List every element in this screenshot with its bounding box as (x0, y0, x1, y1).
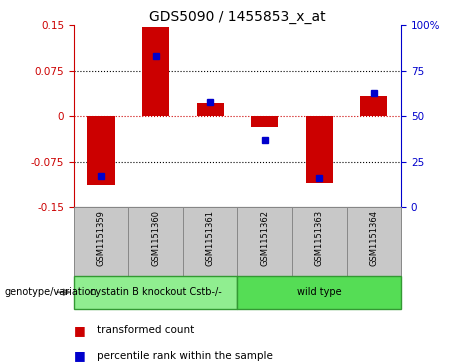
Text: transformed count: transformed count (97, 325, 194, 335)
Text: GSM1151359: GSM1151359 (96, 210, 106, 266)
Bar (347, 207, 401, 276)
Text: wild type: wild type (297, 287, 342, 297)
Bar (74, 276, 237, 309)
Text: GSM1151360: GSM1151360 (151, 210, 160, 266)
Bar (142, 26, 169, 116)
Bar (360, 96, 387, 116)
Text: GSM1151362: GSM1151362 (260, 210, 269, 266)
Bar (237, 276, 401, 309)
Text: GSM1151363: GSM1151363 (315, 210, 324, 266)
Bar (196, 103, 224, 116)
Bar (306, 116, 333, 183)
Text: ■: ■ (74, 324, 89, 337)
Bar (128, 207, 183, 276)
Text: GSM1151361: GSM1151361 (206, 210, 215, 266)
Text: cystatin B knockout Cstb-/-: cystatin B knockout Cstb-/- (90, 287, 221, 297)
Text: GSM1151364: GSM1151364 (369, 210, 378, 266)
Bar (237, 207, 292, 276)
Title: GDS5090 / 1455853_x_at: GDS5090 / 1455853_x_at (149, 11, 326, 24)
Bar (183, 207, 237, 276)
Bar (88, 116, 115, 184)
Bar (292, 207, 347, 276)
Text: ■: ■ (74, 349, 89, 362)
Text: percentile rank within the sample: percentile rank within the sample (97, 351, 273, 361)
Text: genotype/variation: genotype/variation (5, 287, 97, 297)
Bar (251, 116, 278, 127)
Bar (74, 207, 128, 276)
